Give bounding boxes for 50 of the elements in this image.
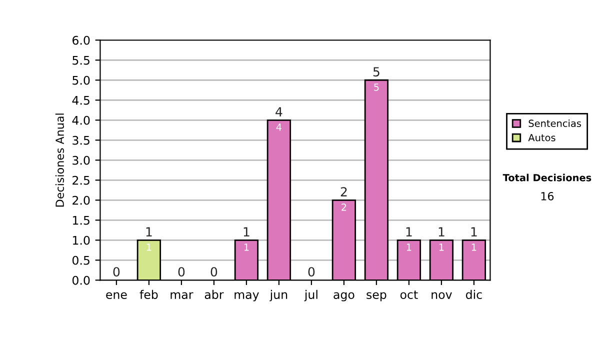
x-tick-label: dic <box>466 290 482 300</box>
data-label: 1 <box>406 244 412 251</box>
total-label: 1 <box>438 227 444 236</box>
legend-label: Sentencias <box>528 119 582 128</box>
total-label: 0 <box>308 267 315 277</box>
data-label: 5 <box>374 84 379 91</box>
data-label: 4 <box>276 124 282 131</box>
y-tick-label: 6.0 <box>72 36 90 45</box>
total-label: 1 <box>471 227 477 236</box>
data-label: 1 <box>472 244 476 251</box>
x-tick-label: ene <box>106 292 127 300</box>
total-label: 1 <box>244 227 250 236</box>
x-tick-label: jul <box>304 290 318 302</box>
y-axis-title: Decisiones Anual <box>55 114 64 207</box>
y-tick-label: 0.0 <box>72 276 90 285</box>
y-tick-label: 3.0 <box>72 156 90 165</box>
total-label: 1 <box>146 227 152 236</box>
y-tick-label: 1.5 <box>73 216 90 225</box>
y-tick-label: 4.0 <box>72 116 90 125</box>
total-label: 1 <box>406 227 412 236</box>
data-label: 2 <box>342 204 346 211</box>
y-tick-label: 3.5 <box>72 136 90 145</box>
total-label: 2 <box>340 187 347 196</box>
y-tick-label: 4.5 <box>72 96 90 105</box>
x-tick-label: may <box>234 292 259 302</box>
y-tick-label: 5.0 <box>72 76 90 85</box>
data-label: 1 <box>439 244 444 251</box>
x-tick-label: sep <box>366 292 386 302</box>
x-tick-label: nov <box>432 292 452 300</box>
y-tick-label: 2.5 <box>72 176 90 185</box>
total-label: 5 <box>373 67 380 77</box>
y-tick-label: 5.5 <box>72 56 90 65</box>
x-tick-label: oct <box>400 290 418 300</box>
text: 16 <box>541 192 554 200</box>
data-label: 1 <box>244 244 249 251</box>
y-tick-label: 1.0 <box>73 236 90 245</box>
x-tick-label: feb <box>140 290 158 300</box>
total-label: 4 <box>276 107 282 116</box>
text: Total Decisiones <box>502 174 592 182</box>
x-tick-label: mar <box>170 292 194 300</box>
total-label: 0 <box>113 267 120 277</box>
y-tick-label: 0.5 <box>72 256 90 265</box>
x-tick-label: ago <box>334 292 354 302</box>
total-label: 0 <box>210 267 218 277</box>
total-label: 0 <box>178 267 185 277</box>
legend-label: Autos <box>528 134 556 142</box>
x-tick-label: abr <box>204 290 224 300</box>
y-tick-label: 2.0 <box>72 196 90 205</box>
x-tick-label: jun <box>270 290 288 302</box>
data-label: 1 <box>146 244 152 251</box>
